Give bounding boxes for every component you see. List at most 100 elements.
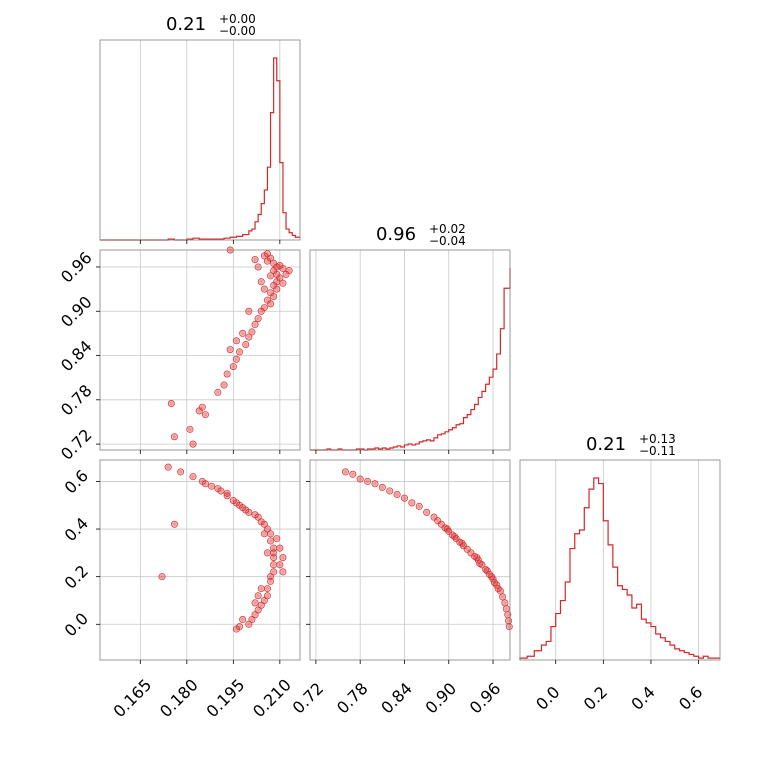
scatter-point	[278, 563, 282, 567]
scatter-point	[172, 435, 177, 439]
scatter-point	[259, 586, 263, 591]
scatter-point	[265, 527, 270, 531]
density-contour	[423, 508, 431, 516]
scatter-point	[237, 503, 242, 507]
x-tick-label: 0.195	[203, 675, 249, 721]
density-contour	[270, 561, 278, 569]
density-contour	[270, 544, 278, 552]
scatter-point	[281, 556, 285, 560]
scatter-point	[265, 252, 270, 256]
density-contour	[276, 274, 284, 282]
density-contour	[214, 388, 222, 396]
scatter-point	[275, 280, 279, 284]
scatter-point	[253, 257, 257, 262]
scatter-point	[275, 272, 279, 276]
scatter-point	[262, 532, 266, 536]
histogram-step	[310, 268, 511, 451]
x-tick-label: 0.210	[249, 675, 295, 721]
scatter-point	[265, 594, 270, 598]
scatter-point	[191, 442, 195, 446]
density-contour	[467, 549, 475, 557]
title-median: 0.96	[376, 224, 416, 245]
scatter-point	[272, 570, 276, 574]
density-contour	[201, 411, 209, 419]
scatter-point	[504, 607, 508, 611]
density-contour	[273, 285, 281, 293]
y-tick-label: 0.2	[61, 561, 92, 592]
scatter-point	[262, 522, 266, 526]
y-tick-label: 0.0	[61, 609, 92, 640]
density-contour	[458, 539, 466, 547]
scatter-point	[506, 613, 510, 617]
scatter-point	[281, 281, 285, 285]
scatter-point	[160, 575, 164, 579]
scatter-point	[253, 613, 257, 617]
scatter-point	[365, 479, 370, 484]
density-contour	[254, 592, 262, 600]
scatter-point	[234, 627, 239, 631]
scatter-point	[200, 479, 204, 484]
y-tick-label: 0.6	[61, 466, 92, 497]
scatter-point	[256, 594, 260, 598]
density-contour	[267, 272, 275, 280]
scatter-point	[265, 551, 270, 555]
scatter-point	[432, 515, 436, 519]
density-contour	[170, 520, 178, 528]
density-contour	[279, 264, 287, 272]
density-contour	[263, 257, 271, 265]
scatter-point	[241, 331, 245, 335]
y-tick-label: 0.90	[57, 292, 96, 331]
density-contour	[232, 355, 240, 363]
y-tick-label: 0.78	[57, 381, 96, 420]
scatter-point	[250, 617, 254, 622]
title-median: 0.21	[586, 434, 626, 455]
scatter-point	[278, 546, 282, 550]
density-contour	[251, 256, 259, 264]
scatter-point	[262, 598, 266, 603]
panel-frame	[309, 459, 511, 661]
panel-frame	[99, 249, 301, 451]
density-contour	[189, 440, 197, 448]
density-contour	[356, 475, 364, 483]
scatter-point	[203, 412, 208, 417]
scatter-point	[284, 272, 288, 276]
density-contour	[400, 494, 408, 502]
density-contour	[229, 363, 237, 371]
scatter-point	[219, 489, 223, 493]
x-tick-label: 0.72	[289, 679, 328, 718]
scatter-point	[465, 547, 469, 551]
density-contour	[504, 611, 512, 619]
scatter-point	[278, 276, 282, 280]
scatter-point	[395, 492, 399, 497]
title-median: 0.21	[166, 14, 206, 35]
density-contour	[245, 307, 253, 315]
density-contour	[251, 321, 259, 329]
density-contour	[501, 599, 509, 607]
density-contour	[478, 561, 486, 569]
scatter-point	[268, 532, 273, 536]
density-contour	[257, 278, 265, 286]
scatter-point	[234, 339, 239, 343]
density-contour	[164, 463, 172, 471]
density-contour	[260, 530, 268, 538]
scatter-point	[169, 401, 173, 406]
x-tick-label: 0.2	[580, 682, 611, 713]
scatter-point	[244, 508, 248, 512]
x-tick-label: 0.90	[422, 679, 461, 718]
scatter-point	[262, 254, 266, 258]
scatter-point	[268, 274, 273, 278]
density-contour	[220, 381, 228, 389]
density-contour	[254, 315, 262, 323]
density-contour	[232, 499, 240, 507]
density-contour	[263, 585, 271, 593]
density-contour	[260, 252, 268, 260]
scatter-point	[268, 575, 273, 579]
scatter-point	[256, 265, 260, 269]
density-contour	[285, 267, 293, 275]
scatter-point	[402, 496, 407, 500]
scatter-point	[262, 305, 266, 310]
density-contour	[267, 577, 275, 585]
density-contour	[251, 599, 259, 607]
scatter-point	[234, 501, 239, 505]
scatter-point	[253, 322, 257, 327]
